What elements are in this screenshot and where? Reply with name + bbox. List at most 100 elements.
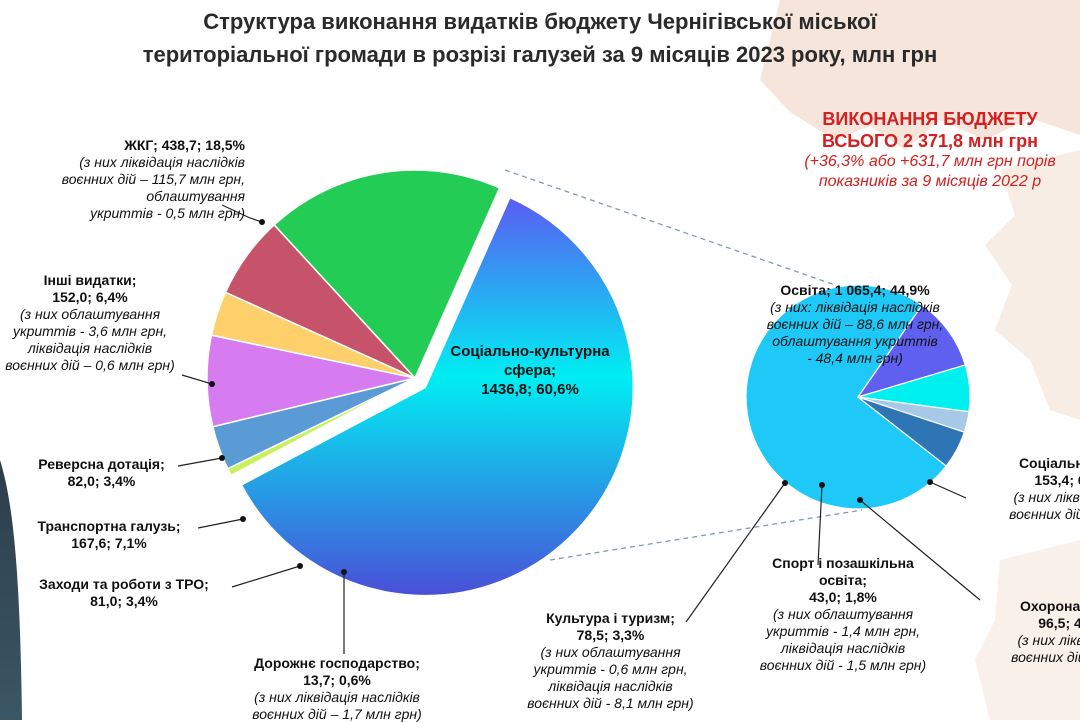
label-kultura-head-2: 78,5; 3,3% [576, 627, 645, 643]
label-social-culture-head-1: Соціально-культурна [450, 343, 610, 360]
kultura-leader-dot [782, 480, 788, 486]
label-ohorona: Охорона зд 96,5; 4 (з них ліквіда воєнни… [970, 598, 1080, 666]
label-osvita-note-3: облаштування укриттів [772, 333, 938, 349]
reversna-leader-dot [219, 455, 225, 461]
reversna-leader [177, 457, 223, 467]
label-inshi-note-4: воєнних дій – 0,6 млн грн) [5, 357, 175, 373]
label-transport-head-2: 167,6; 7,1% [71, 535, 147, 551]
label-reversna: Реверсна дотація; 82,0; 3,4% [14, 456, 189, 490]
label-dorozhne-head-1: Дорожнє господарство; [254, 655, 420, 671]
connector-line-top [504, 169, 836, 286]
label-osvita-note-4: - 48,4 млн грн) [807, 350, 903, 366]
label-dorozhne-head-2: 13,7; 0,6% [303, 672, 371, 688]
label-tro-head-2: 81,0; 3,4% [90, 593, 158, 609]
label-socialnyi: Соціальний 153,4; 6 (з них ліквідац воєн… [970, 455, 1080, 523]
sub-pie-slice-культура-і-туризм [857, 396, 966, 467]
label-socialnyi-note-1: (з них ліквідац [1013, 489, 1080, 505]
label-inshi-head-2: 152,0; 6,4% [52, 289, 128, 305]
totals-line-3: (+36,3% або +631,7 млн грн порів [804, 153, 1056, 170]
label-ohorona-head-1: Охорона зд [1020, 598, 1080, 614]
label-inshi-note-2: укриттів - 3,6 млн грн, [12, 323, 168, 339]
label-zhkg-note-4: укриттів - 0,5 млн грн) [90, 205, 245, 221]
label-reversna-head-2: 82,0; 3,4% [67, 473, 136, 489]
label-kultura-head-1: Культура і туризм; [546, 610, 675, 626]
label-kultura: Культура і туризм; 78,5; 3,3% (з них обл… [498, 610, 723, 712]
totals-line-1: ВИКОНАННЯ БЮДЖЕТУ [822, 109, 1038, 129]
label-zhkg: ЖКГ; 438,7; 18,5% (з них ліквідація насл… [10, 137, 245, 222]
label-transport: Транспортна галузь; 167,6; 7,1% [14, 518, 204, 552]
sub-pie-slice-соціальний [856, 304, 967, 399]
socialnyi-leader-dot [927, 479, 933, 485]
label-socialnyi-head-2: 153,4; 6 [1034, 472, 1080, 488]
label-kultura-note-2: укриттів - 0,6 млн грн, [533, 661, 688, 677]
transport-leader [197, 518, 244, 529]
label-sport-note-3: ліквідація наслідків [780, 640, 906, 656]
label-tro-head-1: Заходи та роботи з ТРО; [39, 576, 209, 592]
label-zhkg-note-1: (з них ліквідація наслідків [79, 154, 245, 170]
label-tro: Заходи та роботи з ТРО; 81,0; 3,4% [14, 576, 234, 610]
label-socialnyi-note-2: воєнних дій –15 [1009, 506, 1080, 522]
label-sport: Спорт і позашкільна освіта; 43,0; 1,8% (… [733, 555, 953, 674]
label-kultura-note-1: (з них облаштування [540, 644, 681, 660]
inshi-leader-dot [209, 381, 215, 387]
label-zhkg-note-3: облаштування [146, 188, 245, 204]
totals-line-2: ВСЬОГО 2 371,8 млн грн [821, 131, 1039, 151]
dorozhne-leader-dot [341, 569, 347, 575]
zhkg-leader [221, 204, 263, 223]
leaf-decor-right [985, 150, 1080, 420]
kultura-leader [685, 482, 786, 623]
ohorona-leader-dot [857, 497, 863, 503]
label-sport-head-1: Спорт і позашкільна [772, 555, 914, 571]
label-kultura-note-3: ліквідація наслідків [548, 678, 673, 694]
label-dorozhne: Дорожнє господарство; 13,7; 0,6% (з них … [222, 655, 452, 723]
sub-pie-slice-освіта [745, 284, 948, 510]
socialnyi-leader [929, 481, 967, 499]
inshi-leader [181, 374, 213, 385]
label-sport-note-1: (з них облаштування [772, 606, 914, 622]
label-osvita-head: Освіта; 1 065,4; 44,9% [780, 282, 930, 298]
label-sport-head-3: 43,0; 1,8% [809, 589, 877, 605]
sport-leader-dot [819, 482, 825, 488]
sport-leader [817, 484, 823, 566]
label-dorozhne-note-2: воєнних дій – 1,7 млн грн) [252, 706, 422, 722]
label-dorozhne-note-1: (з них ліквідація наслідків [254, 689, 420, 705]
label-osvita: Освіта; 1 065,4; 44,9% (з них: ліквідаці… [735, 282, 975, 367]
ohorona-leader [859, 499, 981, 601]
label-ohorona-note-1: (з них ліквіда [1017, 632, 1080, 648]
label-zhkg-note-2: воєнних дій – 115,7 млн грн, [61, 171, 245, 187]
label-reversna-head-1: Реверсна дотація; [38, 456, 165, 472]
leaf-decor-bottom [975, 540, 1080, 720]
label-inshi-head-1: Інші видатки; [43, 272, 137, 288]
label-sport-head-2: освіта; [819, 572, 867, 588]
label-zhkg-head: ЖКГ; 438,7; 18,5% [124, 137, 245, 153]
left-dark-band [0, 460, 22, 720]
main-pie-slice-соціально-культурна-сфера [240, 196, 634, 597]
leaf-decor-top [760, 0, 1080, 150]
tro-leader-dot [297, 563, 303, 569]
label-inshi-note-3: ліквідація наслідків [27, 340, 153, 356]
label-inshi-note-1: (з них облаштування [19, 306, 161, 322]
label-sport-note-2: укриттів - 1,4 млн грн, [765, 623, 921, 639]
main-pie-slice-жкг [273, 169, 501, 380]
budget-totals: ВИКОНАННЯ БЮДЖЕТУ ВСЬОГО 2 371,8 млн грн… [720, 108, 1080, 192]
label-social-culture-head-3: 1436,8; 60,6% [481, 381, 579, 398]
label-social-culture: Соціально-культурна сфера; 1436,8; 60,6% [425, 342, 635, 399]
chart-title-line-2: територіальної громади в розрізі галузей… [142, 42, 938, 67]
tro-leader [231, 565, 301, 588]
connector-line-bottom [549, 509, 863, 561]
label-kultura-note-4: воєнних дій - 8,1 млн грн) [527, 695, 694, 711]
label-sport-note-4: воєнних дій - 1,5 млн грн) [759, 657, 927, 673]
chart-title-line-1: Структура виконання видатків бюджету Чер… [203, 9, 877, 34]
totals-line-4: показників за 9 місяців 2022 р [818, 173, 1042, 190]
label-ohorona-head-2: 96,5; 4 [1038, 615, 1080, 631]
label-ohorona-note-2: воєнних дій – 4 [1011, 649, 1080, 665]
label-inshi: Інші видатки; 152,0; 6,4% (з них облашту… [0, 272, 180, 374]
zhkg-leader-dot [259, 219, 265, 225]
label-transport-head-1: Транспортна галузь; [37, 518, 181, 534]
label-osvita-note-2: воєнних дій – 88,6 млн грн, [766, 316, 944, 332]
label-social-culture-head-2: сфера; [503, 362, 557, 379]
label-socialnyi-head-1: Соціальний [1018, 455, 1080, 471]
